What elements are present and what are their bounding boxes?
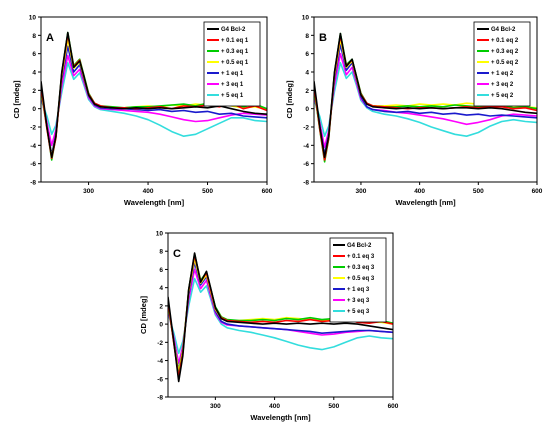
- panel-b-y-tick-label: -2: [303, 125, 309, 132]
- panel-a: -8 -6 -4 -2 0 2 4 6 8 10 300 400 500 600 Wavelength [n…: [12, 15, 273, 208]
- panel-b-legend-label: G4 Bcl-2: [491, 27, 516, 33]
- panel-b-y-tick-label: -6: [303, 161, 309, 168]
- panel-c-legend: G4 Bcl-2 + 0.1 eq 3 + 0.3 eq 3 + 0.5 eq 3 + …: [329, 237, 387, 323]
- panel-c-series-group: [168, 252, 393, 383]
- panel-a-y-tick-label: 10: [29, 15, 37, 22]
- panel-a-x-tick-label: 500: [202, 188, 213, 195]
- panel-b-y-tick-label: 2: [305, 88, 309, 95]
- panel-c-y-tick-label: -2: [157, 340, 163, 347]
- panel-b-y-tick-label: 8: [305, 33, 309, 40]
- panel-c-y-tick-label: 0: [159, 322, 163, 329]
- panel-a-legend-box: [203, 21, 261, 107]
- panel-c-x-tick-label: 300: [210, 403, 221, 410]
- panel-a-legend-label: + 0.5 eq 1: [221, 60, 249, 66]
- panel-b-x-tick-label: 600: [532, 188, 543, 195]
- panel-b-legend-label: + 0.3 eq 2: [491, 49, 519, 55]
- panel-b-x-tick-label: 500: [473, 188, 484, 195]
- panel-c-x-tick-label: 600: [388, 403, 399, 410]
- panel-a-x-tick-label: 600: [262, 188, 273, 195]
- panel-a-y-tick-label: 6: [32, 51, 36, 58]
- panel-c-legend-label: + 0.5 eq 3: [347, 276, 375, 282]
- panel-c-x-tick-label: 400: [269, 403, 280, 410]
- panel-b-plot-frame: [313, 16, 538, 183]
- panel-c-x-tick-label: 500: [328, 403, 339, 410]
- panel-c-y-tick-label: 4: [159, 285, 163, 292]
- panel-a-y-axis-title: CD [mdeg]: [12, 80, 21, 118]
- panel-c-y-tick-label: -8: [157, 395, 163, 402]
- panel-a-plot-frame: [40, 16, 268, 183]
- panel-b-series-line: [314, 32, 537, 159]
- panel-a-legend-label: + 0.3 eq 1: [221, 49, 249, 55]
- panel-c-legend-label: + 0.3 eq 3: [347, 265, 375, 271]
- panel-a-y-tick-label: -4: [30, 143, 36, 150]
- panel-a-x-axis-title: Wavelength [nm]: [124, 198, 185, 207]
- panel-a-x-tick-label: 300: [83, 188, 94, 195]
- panel-c-y-axis-title: CD [mdeg]: [139, 296, 148, 334]
- panel-a-y-tick-label: 4: [32, 70, 36, 77]
- panel-b-y-tick-label: 10: [302, 15, 310, 22]
- panel-c-letter: C: [173, 248, 181, 260]
- panel-b-series-group: [314, 32, 537, 163]
- panel-c-y-tick-label: 10: [156, 231, 164, 238]
- panel-a-series-line: [41, 54, 267, 147]
- panel-c-legend-box: [329, 237, 387, 323]
- panel-b-x-axis-title: Wavelength [nm]: [395, 198, 456, 207]
- panel-c: -8 -6 -4 -2 0 2 4 6 8 10 300 400 500 600 Wavelength [n…: [139, 231, 399, 423]
- panel-b-legend-box: [473, 21, 531, 107]
- panel-a-legend-label: G4 Bcl-2: [221, 27, 246, 33]
- panel-c-x-axis-title: Wavelength [nm]: [250, 413, 311, 422]
- panel-a-y-tick-label: 8: [32, 33, 36, 40]
- panel-c-legend-label: + 5 eq 3: [347, 309, 370, 315]
- panel-c-legend-label: + 3 eq 3: [347, 298, 370, 304]
- panel-a-letter: A: [46, 32, 54, 44]
- panel-b-y-axis-title: CD [mdeg]: [285, 80, 294, 118]
- panel-b-y-tick-label: 0: [305, 106, 309, 113]
- panel-a-legend-label: + 3 eq 1: [221, 82, 244, 88]
- panel-c-y-tick-label: 6: [159, 267, 163, 274]
- panel-c-series-line: [168, 277, 393, 355]
- panel-a-y-tick-label: -8: [30, 180, 36, 187]
- panel-c-y-tick-label: -6: [157, 376, 163, 383]
- panel-b: -8 -6 -4 -2 0 2 4 6 8 10 300 400 500 600 Wavelength [n…: [285, 15, 543, 208]
- panel-a-legend-label: + 0.1 eq 1: [221, 38, 249, 44]
- panel-b-legend: G4 Bcl-2 + 0.1 eq 2 + 0.3 eq 2 + 0.5 eq 2 + …: [473, 21, 531, 107]
- panel-b-legend-label: + 0.5 eq 2: [491, 60, 519, 66]
- panel-b-y-tick-label: -8: [303, 180, 309, 187]
- panel-b-legend-label: + 1 eq 2: [491, 71, 514, 77]
- panel-a-y-tick-label: 2: [32, 88, 36, 95]
- panel-c-plot-frame: [167, 232, 394, 398]
- panel-a-series-line: [41, 61, 267, 137]
- panel-b-y-tick-label: 6: [305, 51, 309, 58]
- panel-b-y-tick-label: -4: [303, 143, 309, 150]
- panel-a-legend: G4 Bcl-2 + 0.1 eq 1 + 0.3 eq 1 + 0.5 eq 1 + …: [203, 21, 261, 107]
- panel-a-legend-label: + 5 eq 1: [221, 93, 244, 99]
- panel-c-legend-label: + 1 eq 3: [347, 287, 370, 293]
- panel-a-legend-label: + 1 eq 1: [221, 71, 244, 77]
- panel-a-y-tick-label: -6: [30, 161, 36, 168]
- panel-a-x-tick-label: 400: [143, 188, 154, 195]
- panel-b-letter: B: [319, 32, 327, 44]
- panel-c-y-tick-label: 8: [159, 249, 163, 256]
- panel-b-x-tick-label: 300: [356, 188, 367, 195]
- panel-c-y-tick-label: -4: [157, 358, 163, 365]
- panel-a-y-tick-label: 0: [32, 106, 36, 113]
- panel-c-legend-label: G4 Bcl-2: [347, 243, 372, 249]
- panel-b-y-tick-label: 4: [305, 70, 309, 77]
- panel-b-series-line: [314, 61, 537, 137]
- panel-c-legend-label: + 0.1 eq 3: [347, 254, 375, 260]
- panel-a-y-tick-label: -2: [30, 125, 36, 132]
- panel-b-legend-label: + 3 eq 2: [491, 82, 514, 88]
- panel-b-legend-label: + 0.1 eq 2: [491, 38, 519, 44]
- panel-b-legend-label: + 5 eq 2: [491, 93, 514, 99]
- panel-b-x-tick-label: 400: [414, 188, 425, 195]
- panel-c-series-line: [168, 252, 393, 383]
- panel-c-y-tick-label: 2: [159, 303, 163, 310]
